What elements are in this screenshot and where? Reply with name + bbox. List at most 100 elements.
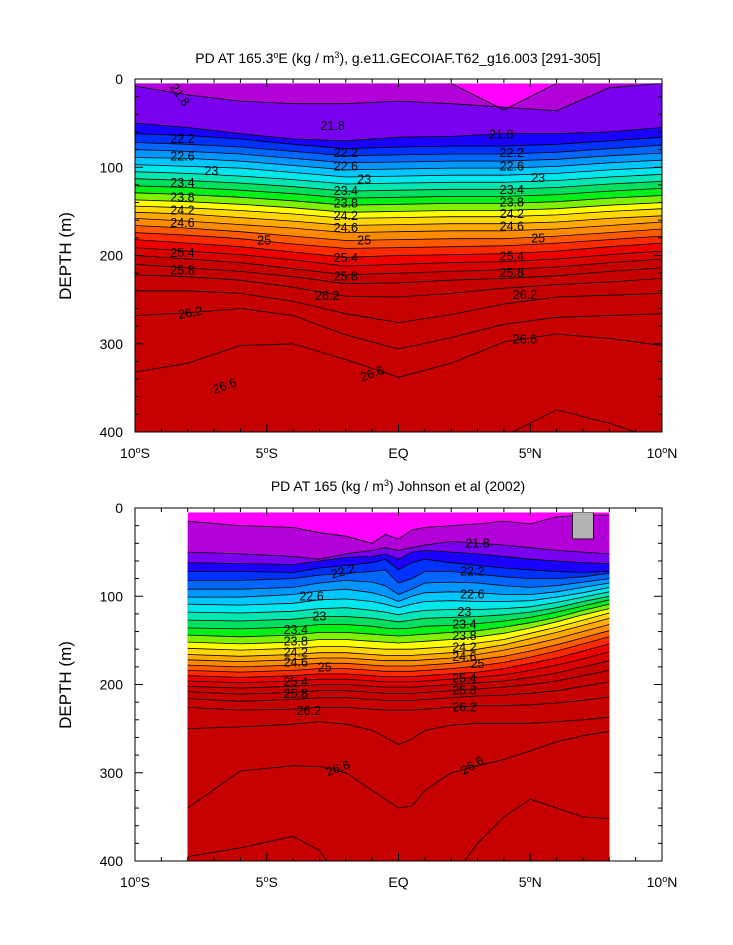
x-tick-label: 5oS bbox=[256, 445, 278, 461]
isopycnal-line-23.4 bbox=[187, 595, 610, 623]
contour-label: 23.4 bbox=[284, 623, 308, 637]
contour-label: 22.2 bbox=[330, 562, 357, 582]
y-tick-label: 0 bbox=[115, 71, 123, 87]
contour-label: 23 bbox=[312, 610, 326, 624]
contour-label: 24.2 bbox=[452, 640, 476, 654]
isopycnal-line-26 bbox=[135, 274, 662, 298]
contour-label: 26.2 bbox=[315, 289, 339, 303]
isopycnal-line-25.8 bbox=[135, 263, 662, 285]
contour-label: 24.6 bbox=[170, 216, 194, 230]
isopycnal-line-22.4 bbox=[187, 569, 610, 584]
y-tick-label: 300 bbox=[100, 765, 124, 781]
isopycnal-line-26.4 bbox=[187, 716, 610, 745]
isopycnal-line-24.4 bbox=[135, 211, 662, 226]
isopycnal-line-26.6 bbox=[135, 333, 662, 378]
panel-obs-ylabel: DEPTH (m) bbox=[56, 641, 75, 729]
isopycnal-line-26.2 bbox=[135, 290, 662, 324]
contour-label: 22.2 bbox=[500, 146, 524, 160]
isopycnal-line-23.2 bbox=[135, 171, 662, 185]
isopycnal-line-23.6 bbox=[187, 599, 610, 630]
contour-label: 26.2 bbox=[452, 700, 476, 714]
contour-label: 23 bbox=[531, 171, 545, 185]
isopycnal-line-24.8 bbox=[187, 630, 610, 668]
contour-label: 23 bbox=[204, 164, 218, 178]
contour-label: 26.2 bbox=[297, 704, 321, 718]
isopycnal-line-25.8 bbox=[187, 670, 610, 695]
contour-label: 23.4 bbox=[334, 184, 358, 198]
panel-obs: PD AT 165 (kg / m3) Johnson et al (2002)… bbox=[56, 478, 678, 890]
isopycnal-line-24.8 bbox=[135, 225, 662, 241]
contour-label: 25 bbox=[257, 233, 271, 247]
missing-data-patch bbox=[572, 512, 594, 540]
x-tick-label: 5oN bbox=[519, 874, 542, 890]
isopycnal-line-22 bbox=[135, 122, 662, 142]
isopycnal-line-23 bbox=[135, 164, 662, 178]
contour-label: 24.6 bbox=[334, 221, 358, 235]
contour-label: 24.2 bbox=[170, 203, 194, 217]
contour-label: 24.6 bbox=[284, 655, 308, 669]
panel-model-ylabel: DEPTH (m) bbox=[56, 212, 75, 300]
isopycnal-line-23.4 bbox=[135, 178, 662, 192]
isopycnal-line-25 bbox=[135, 232, 662, 249]
isopycnal-line-24.6 bbox=[187, 624, 610, 663]
isopycnal-line-23.8 bbox=[135, 192, 662, 206]
isopycnal-line-23 bbox=[187, 587, 610, 609]
y-tick-label: 0 bbox=[115, 500, 123, 516]
contour-label: 22.2 bbox=[460, 565, 484, 579]
isopycnal-line-21.6 bbox=[187, 514, 610, 544]
contour-label: 25 bbox=[471, 657, 485, 671]
isopycnal-line-24.6 bbox=[135, 217, 662, 234]
contour-label: 21.8 bbox=[320, 119, 344, 133]
contour-label: 25 bbox=[357, 233, 371, 247]
contour-label: 23.4 bbox=[452, 617, 476, 631]
x-tick-label: 5oS bbox=[256, 874, 278, 890]
contour-label: 24.2 bbox=[500, 207, 524, 221]
isopycnal-line-26.8 bbox=[187, 798, 610, 861]
isopycnal-line-24.4 bbox=[187, 617, 610, 657]
contour-label: 25 bbox=[318, 661, 332, 675]
panel-model: PD AT 165.3oE (kg / m3), g.e11.GECOIAF.T… bbox=[56, 50, 678, 461]
isopycnal-line-25.2 bbox=[187, 643, 610, 678]
isopycnal-line-21.8 bbox=[187, 541, 610, 560]
contour-label: 26.2 bbox=[177, 304, 203, 322]
fill-band-27 bbox=[512, 409, 636, 432]
contour-label: 23.8 bbox=[500, 196, 524, 210]
contour-label: 25.8 bbox=[334, 270, 358, 284]
isopycnal-line-21.8 bbox=[135, 83, 662, 112]
isopycnal-line-22.2 bbox=[187, 558, 610, 573]
isopycnal-line-26.8 bbox=[511, 409, 637, 432]
contour-label: 24.2 bbox=[284, 646, 308, 660]
isopycnal-line-26.4 bbox=[135, 308, 662, 350]
contour-label: 22.2 bbox=[170, 132, 194, 146]
contour-label: 22.6 bbox=[334, 159, 358, 173]
contour-label: 22.6 bbox=[500, 159, 524, 173]
contour-label: 26.2 bbox=[513, 288, 537, 302]
isopycnal-line-23.6 bbox=[135, 185, 662, 199]
fill-band-27 bbox=[187, 799, 610, 861]
contour-label: 23.8 bbox=[170, 190, 194, 204]
isopycnal-line-23.2 bbox=[187, 591, 610, 616]
contour-label: 25.8 bbox=[284, 687, 308, 701]
contour-label: 25 bbox=[531, 232, 545, 246]
contour-label: 23 bbox=[357, 173, 371, 187]
contour-label: 23.8 bbox=[284, 634, 308, 648]
x-tick-label: 10oS bbox=[120, 874, 150, 890]
isopycnal-line-26.6 bbox=[187, 730, 610, 809]
y-tick-label: 200 bbox=[100, 248, 124, 264]
panel-model-plot: 21.821.821.822.222.2 22.222.622.6 22.62323… bbox=[100, 71, 678, 461]
contour-label: 25.8 bbox=[452, 684, 476, 698]
y-tick-label: 200 bbox=[100, 677, 124, 693]
isopycnal-line-22.8 bbox=[187, 582, 610, 602]
isopycnal-line-24 bbox=[135, 199, 662, 213]
isopycnal-line-22.6 bbox=[135, 149, 662, 164]
isopycnal-line-24 bbox=[187, 608, 610, 645]
contour-label: 25.4 bbox=[334, 251, 358, 265]
contour-label: 21.8 bbox=[489, 128, 513, 142]
contour-label: 25.8 bbox=[170, 264, 194, 278]
panel-model-title: PD AT 165.3oE (kg / m3), g.e11.GECOIAF.T… bbox=[195, 50, 600, 66]
isopycnal-line-22.2 bbox=[135, 133, 662, 150]
y-tick-label: 100 bbox=[100, 588, 124, 604]
isopycnal-line-26 bbox=[187, 681, 610, 702]
